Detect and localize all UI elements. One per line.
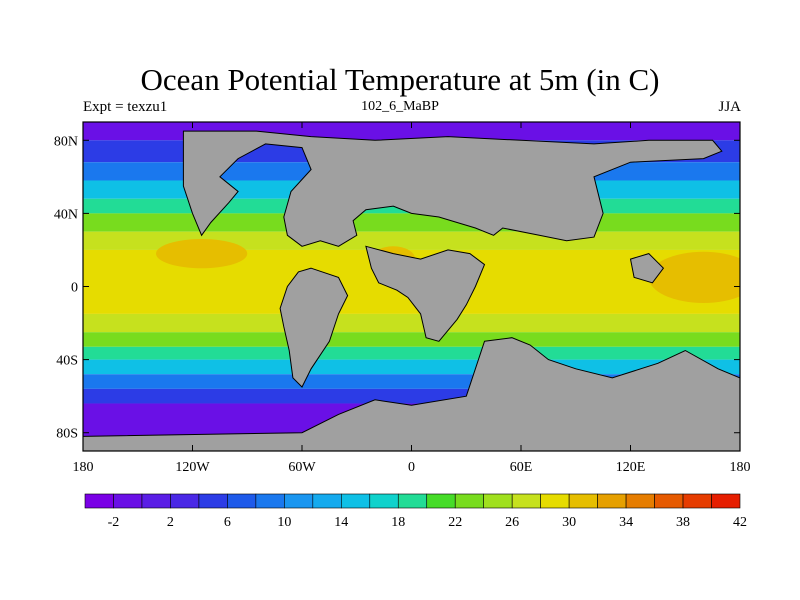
- lat-label: 40S: [56, 354, 78, 369]
- lon-label: 180: [73, 460, 94, 475]
- lat-label: 0: [71, 281, 78, 296]
- colorbar-swatch: [369, 493, 399, 509]
- colorbar-swatch: [426, 493, 456, 509]
- colorbar-label: 18: [391, 515, 405, 530]
- warm-pool-1: [156, 238, 248, 269]
- colorbar: -2 2 6 10 14 18 22 26 30 34 38 42: [84, 493, 747, 530]
- colorbar-label: 34: [619, 515, 633, 530]
- experiment-label: Expt = texzu1: [83, 99, 168, 115]
- colorbar-swatch: [597, 493, 627, 509]
- land-australia-antarctica: [83, 337, 740, 451]
- colorbar-label: 2: [167, 515, 174, 530]
- warm-pool-0: [648, 251, 740, 303]
- colorbar-label: 22: [448, 515, 462, 530]
- colorbar-label: 10: [277, 515, 291, 530]
- colorbar-swatch: [84, 493, 114, 509]
- colorbar-swatch: [170, 493, 200, 509]
- land-africa: [365, 245, 486, 342]
- time-label: 102_6_MaBP: [361, 99, 439, 114]
- colorbar-swatch: [625, 493, 655, 509]
- colorbar-swatch: [483, 493, 513, 509]
- lat-label: 80S: [56, 427, 78, 442]
- lon-label: 120W: [175, 460, 210, 475]
- colorbar-swatch: [711, 493, 741, 509]
- colorbar-swatch: [284, 493, 314, 509]
- colorbar-swatch: [511, 493, 541, 509]
- land-north-america-eurasia: [182, 130, 723, 247]
- colorbar-swatch: [341, 493, 371, 509]
- colorbar-swatch: [312, 493, 342, 509]
- colorbar-swatch: [540, 493, 570, 509]
- colorbar-swatch: [198, 493, 228, 509]
- colorbar-label: 26: [505, 515, 519, 530]
- colorbar-label: -2: [108, 515, 120, 530]
- colorbar-swatch: [682, 493, 712, 509]
- colorbar-swatch: [654, 493, 684, 509]
- temperature-band-8: [83, 313, 740, 333]
- colorbar-label: 42: [733, 515, 747, 530]
- colorbar-label: 6: [224, 515, 231, 530]
- colorbar-swatch: [227, 493, 257, 509]
- lon-label: 120E: [616, 460, 646, 475]
- temperature-band-9: [83, 332, 740, 347]
- colorbar-label: 38: [676, 515, 690, 530]
- colorbar-swatch: [568, 493, 598, 509]
- colorbar-swatch: [113, 493, 143, 509]
- land-mask: [83, 130, 740, 451]
- season-label: JJA: [718, 99, 741, 115]
- lat-label: 40N: [54, 207, 78, 222]
- colorbar-swatch: [397, 493, 428, 509]
- temperature-band-10: [83, 346, 740, 360]
- map-title: Ocean Potential Temperature at 5m (in C): [140, 62, 660, 97]
- lon-label: 180: [730, 460, 751, 475]
- temperature-band-5: [83, 213, 740, 232]
- lon-label: 60E: [510, 460, 533, 475]
- colorbar-label: 30: [562, 515, 576, 530]
- colorbar-swatch: [141, 493, 171, 509]
- land-south-america: [279, 267, 349, 388]
- lon-label: 60W: [288, 460, 316, 475]
- colorbar-swatch: [454, 493, 484, 509]
- colorbar-swatch: [255, 493, 285, 509]
- lat-label: 80N: [54, 134, 78, 149]
- map-axes: 80N 40N 0 40S 80S 180 120W 60W 0 60E 120E 180: [54, 122, 751, 475]
- land-east-asia-island: [629, 253, 665, 284]
- colorbar-label: 14: [334, 515, 348, 530]
- lon-label: 0: [408, 460, 415, 475]
